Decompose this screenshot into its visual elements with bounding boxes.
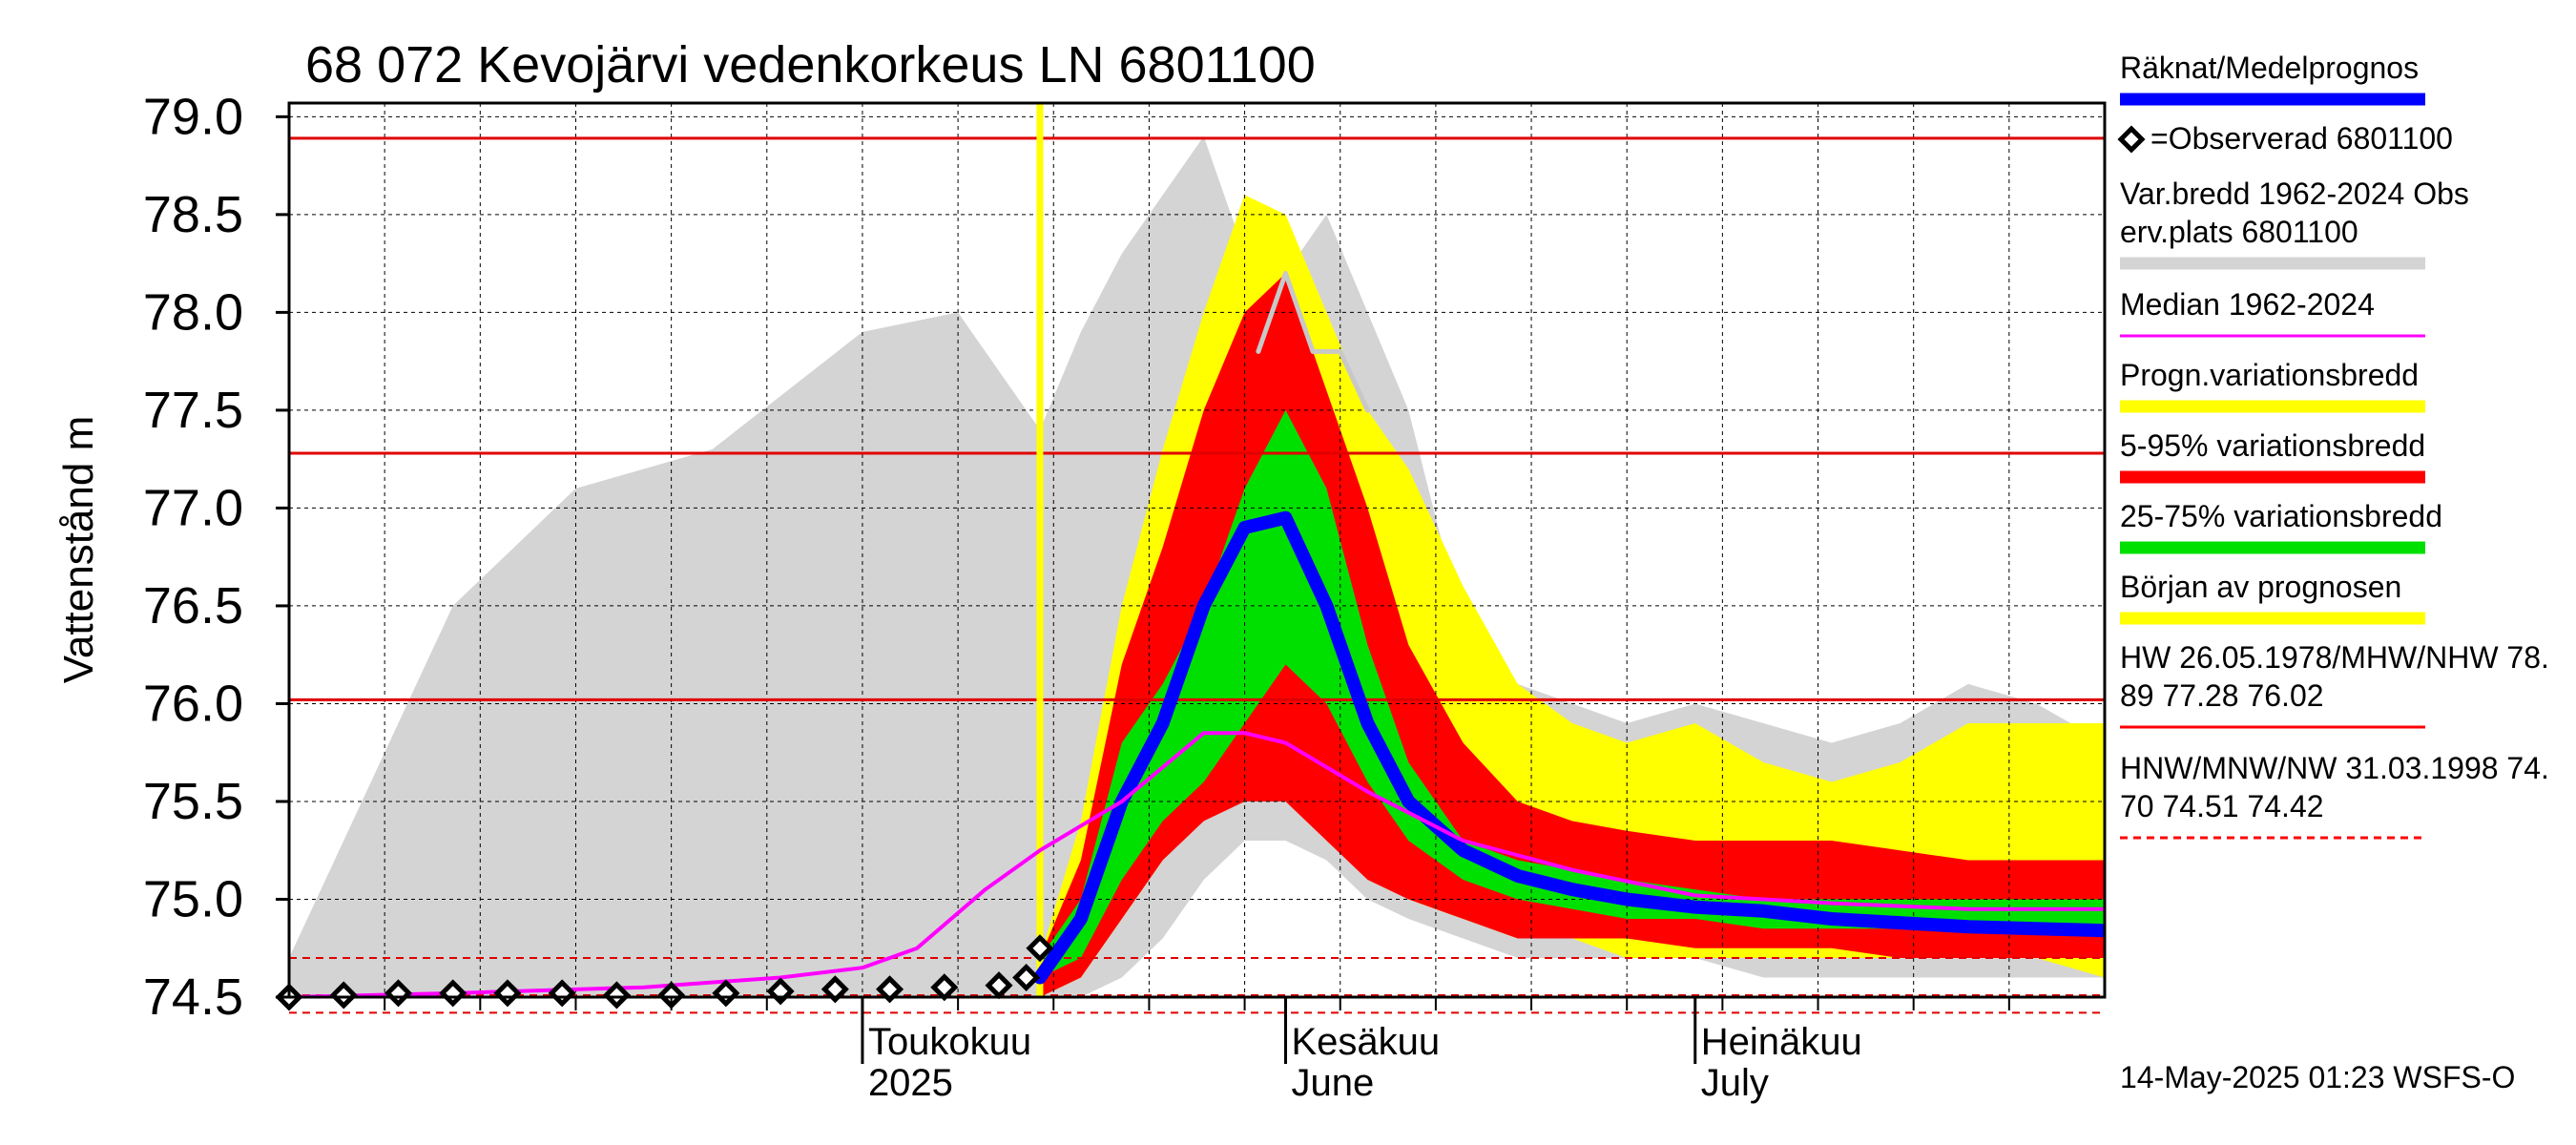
month-sublabel: June <box>1292 1062 1375 1104</box>
legend-label: Räknat/Medelprognos <box>2120 51 2419 85</box>
legend-label: =Observerad 6801100 <box>2150 121 2453 156</box>
month-label: Kesäkuu <box>1292 1021 1441 1063</box>
legend-label: 25-75% variationsbredd <box>2120 499 2442 533</box>
y-tick-label: 74.5 <box>143 968 243 1026</box>
y-tick-label: 78.0 <box>143 283 243 341</box>
legend-label-cont: erv.plats 6801100 <box>2120 215 2358 249</box>
legend-label-cont: 70 74.51 74.42 <box>2120 789 2324 823</box>
legend-label: Var.bredd 1962-2024 Obs <box>2120 177 2469 211</box>
timestamp-footer: 14-May-2025 01:23 WSFS-O <box>2120 1060 2515 1094</box>
legend-label: HNW/MNW/NW 31.03.1998 74. <box>2120 751 2549 785</box>
observed-point <box>1026 934 1054 963</box>
observed-point <box>329 981 358 1010</box>
legend-label: Median 1962-2024 <box>2120 287 2375 322</box>
series-line-0 <box>1033 510 2105 985</box>
legend-label-cont: 89 77.28 76.02 <box>2120 678 2324 713</box>
y-tick-label: 78.5 <box>143 186 243 243</box>
month-label: Toukokuu <box>868 1021 1031 1063</box>
series-line-2 <box>1256 270 1370 413</box>
month-label: Heinäkuu <box>1701 1021 1862 1063</box>
y-tick-label: 79.0 <box>143 88 243 145</box>
legend-label: HW 26.05.1978/MHW/NHW 78. <box>2120 640 2549 675</box>
plot-frame <box>287 101 2107 999</box>
legend-label: Progn.variationsbredd <box>2120 358 2419 392</box>
y-tick-label: 77.5 <box>143 382 243 439</box>
y-axis-ticks: 79.0 78.5 78.0 77.5 77.0 76.5 76.0 75.5 75.0 74.5 <box>143 88 289 1026</box>
observed-point <box>876 975 904 1004</box>
y-axis-label: Vattenstånd m <box>55 416 102 683</box>
month-sublabel: July <box>1701 1062 1769 1104</box>
y-tick-label: 75.0 <box>143 870 243 927</box>
month-sublabel: 2025 <box>868 1062 953 1104</box>
legend: Räknat/Medelprognos =Observerad 6801100 Va… <box>2117 51 2549 840</box>
y-tick-label: 77.0 <box>143 479 243 536</box>
observed-point <box>1012 963 1041 992</box>
chart-title: 68 072 Kevojärvi vedenkorkeus LN 6801100 <box>305 36 1316 94</box>
reference-lines <box>289 103 2105 1014</box>
y-tick-label: 76.0 <box>143 675 243 732</box>
legend-marker <box>2117 125 2146 154</box>
y-tick-label: 76.5 <box>143 577 243 635</box>
legend-label: 5-95% variationsbredd <box>2120 428 2425 463</box>
observed-point <box>602 981 631 1010</box>
y-tick-label: 75.5 <box>143 773 243 830</box>
legend-label: Början av prognosen <box>2120 570 2401 604</box>
observed-point <box>821 975 849 1004</box>
